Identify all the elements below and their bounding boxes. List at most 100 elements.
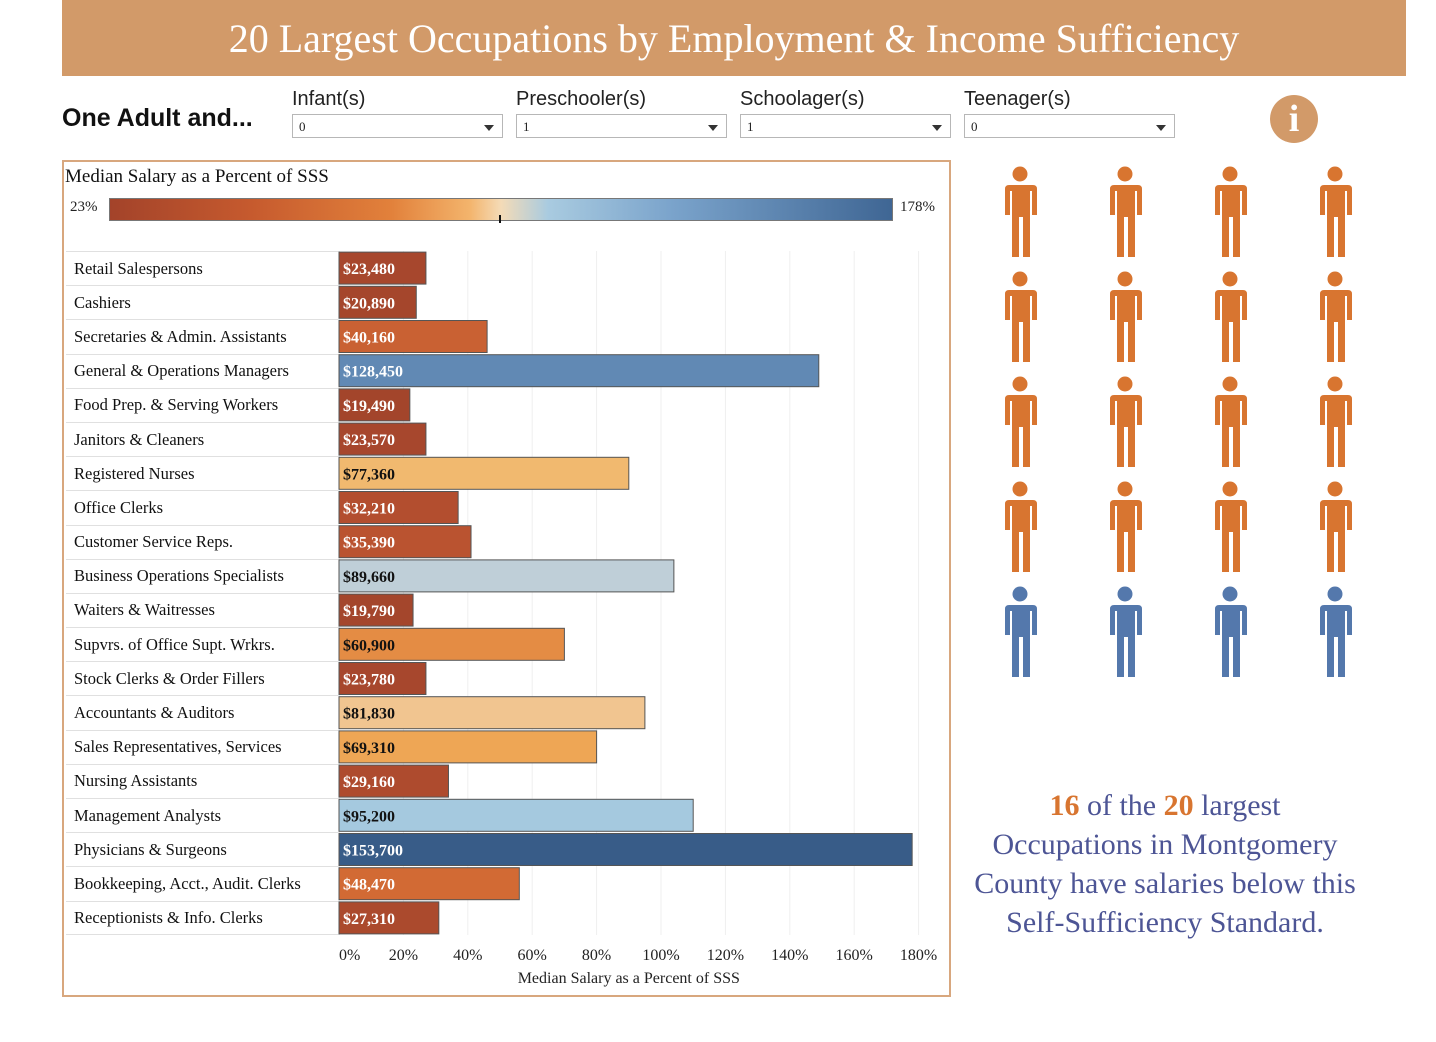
filter-teenagers-label: Teenager(s): [964, 88, 1071, 110]
preschoolers-select[interactable]: 1: [516, 114, 727, 138]
occupation-label: Cashiers: [66, 285, 340, 319]
bar-value-label: $89,660: [343, 569, 395, 586]
filter-schoolagers-label: Schoolager(s): [740, 88, 865, 110]
bar-value-label: $29,160: [343, 774, 395, 791]
page-title: 20 Largest Occupations by Employment & I…: [228, 15, 1240, 61]
occupation-label: Office Clerks: [66, 490, 340, 524]
person-icon: [1320, 376, 1352, 467]
info-icon[interactable]: i: [1270, 95, 1318, 143]
person-icon: [1005, 271, 1037, 362]
bar: [338, 388, 411, 422]
x-tick-label: 60%: [518, 947, 547, 964]
bar: [338, 901, 440, 935]
household-label: One Adult and...: [62, 104, 253, 132]
filter-infants-label: Infant(s): [292, 88, 366, 110]
bar: [338, 798, 694, 832]
bar-value-label: $40,160: [343, 330, 395, 347]
person-icon: [1005, 586, 1037, 677]
bar: [338, 730, 598, 764]
filter-schoolagers: Schoolager(s) 1: [740, 88, 951, 138]
teenagers-select[interactable]: 0: [964, 114, 1175, 138]
chevron-down-icon: [484, 125, 494, 131]
x-tick-label: 120%: [707, 947, 744, 964]
summary-largest: largest: [1201, 789, 1281, 822]
occupation-label: Bookkeeping, Acct., Audit. Clerks: [66, 866, 340, 900]
legend-max-label: 178%: [900, 199, 935, 215]
people-pictogram: [1005, 166, 1352, 677]
bar: [338, 627, 565, 661]
legend-title: Median Salary as a Percent of SSS: [65, 166, 329, 187]
bar-value-label: $19,490: [343, 398, 395, 415]
x-axis-title: Median Salary as a Percent of SSS: [518, 970, 740, 987]
infants-select-value: 0: [299, 119, 306, 134]
occupation-label: Stock Clerks & Order Fillers: [66, 661, 340, 695]
title-banner: 20 Largest Occupations by Employment & I…: [62, 0, 1406, 76]
x-tick-label: 20%: [389, 947, 418, 964]
person-icon: [1215, 166, 1247, 257]
x-tick-label: 0%: [339, 947, 360, 964]
person-icon: [1110, 166, 1142, 257]
x-tick-label: 140%: [771, 947, 808, 964]
occupation-labels: Retail Salespersons Cashiers Secretaries…: [66, 251, 340, 935]
bar: [338, 764, 449, 798]
bar: [338, 491, 459, 524]
person-icon: [1215, 586, 1247, 677]
occupation-label: Receptionists & Info. Clerks: [66, 900, 340, 935]
occupation-label: Registered Nurses: [66, 456, 340, 490]
bar-value-label: $48,470: [343, 877, 395, 894]
person-icon: [1005, 376, 1037, 467]
bar: [338, 559, 675, 593]
occupation-label: Retail Salespersons: [66, 251, 340, 285]
x-tick-label: 160%: [836, 947, 873, 964]
occupation-label: Waiters & Waitresses: [66, 592, 340, 627]
bar-value-label: $153,700: [343, 843, 403, 860]
summary-of-the: of the: [1086, 789, 1157, 822]
bar-value-label: $23,480: [343, 261, 395, 278]
bar-value-label: $27,310: [343, 911, 395, 928]
bar: [338, 593, 414, 627]
bar: [338, 320, 488, 353]
occupation-label: Secretaries & Admin. Assistants: [66, 319, 340, 353]
bar: [338, 422, 427, 456]
occupation-label: Physicians & Surgeons: [66, 832, 340, 866]
occupation-label: Management Analysts: [66, 798, 340, 832]
bar-value-label: $60,900: [343, 637, 395, 654]
occupation-label: Nursing Assistants: [66, 763, 340, 798]
occupation-label: Janitors & Cleaners: [66, 421, 340, 456]
schoolagers-select[interactable]: 1: [740, 114, 951, 138]
filter-infants: Infant(s) 0: [292, 88, 503, 138]
bar: [338, 456, 630, 490]
person-icon: [1110, 586, 1142, 677]
occupation-label: Accountants & Auditors: [66, 695, 340, 729]
filter-teenagers: Teenager(s) 0: [964, 88, 1175, 138]
bar: [338, 696, 646, 730]
bar-value-label: $19,790: [343, 603, 395, 620]
person-icon: [1005, 481, 1037, 572]
chevron-down-icon: [708, 125, 718, 131]
bar: [338, 251, 427, 285]
bar: [338, 662, 427, 695]
person-icon: [1320, 271, 1352, 362]
occupation-label: Business Operations Specialists: [66, 558, 340, 593]
bar: [338, 867, 520, 901]
x-tick-label: 40%: [453, 947, 482, 964]
bar-value-label: $35,390: [343, 535, 395, 552]
filter-preschoolers-label: Preschooler(s): [516, 88, 647, 110]
color-legend-gradient: [109, 198, 893, 221]
preschoolers-select-value: 1: [523, 119, 530, 134]
infants-select[interactable]: 0: [292, 114, 503, 138]
bar-value-label: $20,890: [343, 295, 395, 312]
person-icon: [1005, 166, 1037, 257]
occupation-label: Customer Service Reps.: [66, 524, 340, 559]
bar-value-label: $32,210: [343, 501, 395, 518]
person-icon: [1320, 481, 1352, 572]
bar-value-label: $77,360: [343, 466, 395, 483]
bar-value-label: $95,200: [343, 808, 395, 825]
person-icon: [1110, 376, 1142, 467]
schoolagers-select-value: 1: [747, 119, 754, 134]
chevron-down-icon: [1156, 125, 1166, 131]
person-icon: [1110, 271, 1142, 362]
occupation-label: Supvrs. of Office Supt. Wrkrs.: [66, 627, 340, 661]
teenagers-select-value: 0: [971, 119, 978, 134]
x-tick-label: 100%: [642, 947, 679, 964]
